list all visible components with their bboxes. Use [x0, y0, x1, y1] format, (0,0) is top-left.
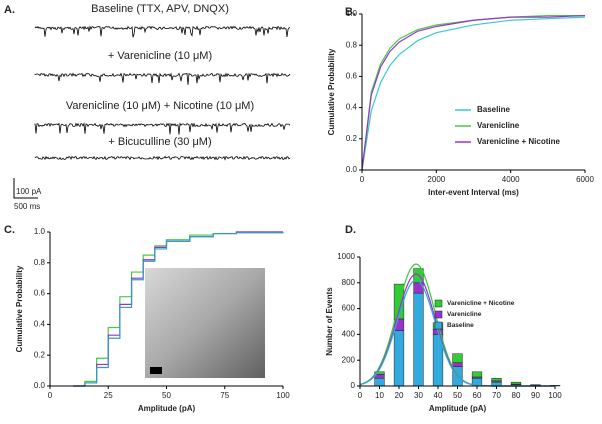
- legend-swatch: [434, 321, 443, 330]
- x-tick-label: 90: [531, 391, 540, 400]
- panel-label: D.: [345, 224, 356, 236]
- x-tick-label: 50: [453, 391, 462, 400]
- x-tick-label: 40: [434, 391, 443, 400]
- x-tick-label: 100: [548, 391, 562, 400]
- y-tick-label: 0.8: [34, 258, 46, 267]
- y-axis-label: Cumulative Probability: [327, 48, 336, 135]
- bar: [374, 378, 385, 387]
- x-tick-label: 0: [48, 391, 53, 400]
- trace: [34, 122, 291, 135]
- y-tick-label: 1.0: [34, 227, 46, 236]
- x-tick-label: 0: [358, 391, 363, 400]
- series-line: [361, 14, 585, 171]
- y-tick-label: 600: [342, 304, 356, 313]
- x-tick-label: 2000: [427, 175, 445, 184]
- y-tick-label: 0.8: [346, 40, 358, 49]
- x-tick-label: 10: [375, 391, 384, 400]
- x-tick-label: 25: [104, 391, 113, 400]
- legend-label: Baseline: [477, 105, 510, 114]
- y-tick-label: 0.4: [346, 103, 358, 112]
- legend-label: Varenicline: [447, 311, 482, 318]
- y-tick-label: 1.0: [346, 9, 358, 18]
- legend-label: Varenicline: [477, 121, 520, 130]
- legend-swatch: [434, 310, 443, 319]
- inset-image: [145, 268, 265, 378]
- y-tick-label: 200: [342, 355, 356, 364]
- y-tick-label: 800: [342, 278, 356, 287]
- panel-label: C.: [4, 224, 15, 236]
- y-tick-label: 0.2: [34, 350, 46, 359]
- trace-label: + Varenicline (10 μM): [108, 50, 212, 62]
- x-tick-label: 30: [414, 391, 423, 400]
- trace: [34, 72, 291, 85]
- series-line: [361, 14, 586, 171]
- x-tick-label: 50: [162, 391, 171, 400]
- bar: [471, 371, 483, 378]
- legend-label: Baseline: [447, 322, 474, 329]
- x-tick-label: 75: [220, 391, 229, 400]
- bar: [452, 353, 463, 364]
- y-tick-label: 0.6: [34, 289, 46, 298]
- x-tick-label: 6000: [576, 175, 594, 184]
- inset-scale: [150, 367, 162, 374]
- y-tick-label: 0.4: [34, 320, 46, 329]
- scale-bar: [13, 178, 38, 199]
- bar: [374, 371, 385, 375]
- scale-label: 100 pA: [16, 187, 42, 196]
- series-line: [361, 16, 586, 171]
- trace: [34, 155, 291, 161]
- y-tick-label: 0.6: [346, 72, 358, 81]
- panel-label: A.: [4, 4, 15, 16]
- bar: [413, 292, 424, 387]
- legend-label: Varenicline + Nicotine: [477, 137, 560, 146]
- trace-label: Baseline (TTX, APV, DNQX): [91, 3, 229, 15]
- y-axis-label: Number of Events: [325, 287, 334, 356]
- y-tick-label: 400: [342, 330, 356, 339]
- x-tick-label: 100: [276, 391, 290, 400]
- x-tick-label: 80: [512, 391, 521, 400]
- bar: [491, 378, 502, 382]
- x-tick-label: 4000: [502, 175, 520, 184]
- scale-label: 500 ms: [14, 202, 40, 211]
- x-tick-label: 20: [395, 391, 404, 400]
- x-tick-label: 70: [492, 391, 501, 400]
- trace-label: + Bicuculline (30 μM): [108, 136, 211, 148]
- legend-label: Varenicline + Nicotine: [447, 300, 515, 307]
- trace-label: Varenicline (10 μM) + Nicotine (10 μM): [66, 100, 254, 112]
- series-line: [73, 232, 284, 387]
- bar: [510, 381, 522, 385]
- y-tick-label: 0.0: [346, 165, 358, 174]
- x-axis-label: Inter-event Interval (ms): [428, 188, 519, 197]
- x-tick-label: 0: [360, 175, 365, 184]
- legend-swatch: [434, 299, 443, 308]
- y-tick-label: 1000: [337, 252, 355, 261]
- y-tick-label: 0: [351, 381, 356, 390]
- trace: [34, 25, 291, 38]
- y-tick-label: 0.0: [34, 381, 46, 390]
- y-tick-label: 0.2: [346, 134, 358, 143]
- x-tick-label: 60: [473, 391, 482, 400]
- bar: [393, 330, 405, 387]
- bar: [452, 362, 463, 367]
- bar: [393, 283, 405, 320]
- x-axis-label: Amplitude (pA): [429, 404, 487, 413]
- x-axis-label: Amplitude (pA): [138, 404, 196, 413]
- y-axis-label: Cumulative Probability: [15, 265, 24, 352]
- panel-label: B.: [345, 6, 356, 18]
